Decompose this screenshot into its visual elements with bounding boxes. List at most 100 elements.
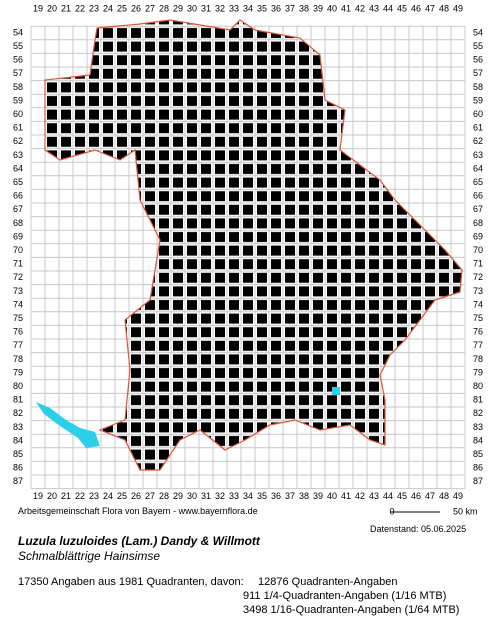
row-label: 65 (13, 177, 23, 187)
column-label: 41 (341, 491, 351, 501)
column-label: 23 (89, 3, 99, 13)
column-label: 19 (33, 3, 43, 13)
row-label: 65 (473, 177, 483, 187)
column-label: 24 (103, 3, 113, 13)
row-label: 83 (473, 422, 483, 432)
row-label: 68 (13, 218, 23, 228)
row-label: 61 (13, 123, 23, 133)
column-label: 26 (131, 491, 141, 501)
column-label: 23 (89, 491, 99, 501)
column-label: 48 (439, 3, 449, 13)
row-label: 80 (473, 381, 483, 391)
column-label: 49 (453, 3, 463, 13)
row-label: 74 (473, 299, 483, 309)
row-label: 56 (473, 55, 483, 65)
row-label: 87 (13, 476, 23, 486)
column-label: 25 (117, 491, 127, 501)
column-label: 21 (61, 491, 71, 501)
column-label: 44 (383, 491, 393, 501)
row-label: 79 (13, 367, 23, 377)
column-label: 34 (243, 3, 253, 13)
row-label: 80 (13, 381, 23, 391)
row-label: 55 (13, 41, 23, 51)
row-label: 67 (473, 204, 483, 214)
column-label: 34 (243, 491, 253, 501)
column-label: 37 (285, 491, 295, 501)
row-label: 86 (13, 463, 23, 473)
row-label: 60 (473, 109, 483, 119)
column-label: 20 (47, 3, 57, 13)
row-label: 64 (13, 163, 23, 173)
row-label: 68 (473, 218, 483, 228)
column-label: 31 (201, 3, 211, 13)
lake (36, 402, 100, 448)
row-label: 70 (13, 245, 23, 255)
row-label: 59 (473, 95, 483, 105)
row-label: 86 (473, 463, 483, 473)
column-label: 22 (75, 491, 85, 501)
row-label: 79 (473, 367, 483, 377)
column-label: 47 (425, 3, 435, 13)
species-common: Schmalblättrige Hainsimse (18, 549, 161, 563)
column-label: 22 (75, 3, 85, 13)
column-label: 42 (355, 491, 365, 501)
column-label: 27 (145, 491, 155, 501)
column-label: 28 (159, 491, 169, 501)
column-label: 32 (215, 491, 225, 501)
row-label: 82 (473, 408, 483, 418)
column-label: 36 (271, 3, 281, 13)
row-label: 85 (13, 449, 23, 459)
lake-marker (332, 387, 340, 395)
column-label: 19 (33, 491, 43, 501)
row-label: 75 (473, 313, 483, 323)
stats-summary: 17350 Angaben aus 1981 Quadranten, davon… (18, 576, 244, 588)
column-label: 41 (341, 3, 351, 13)
scale-end: 50 km (453, 506, 478, 516)
row-label: 54 (473, 27, 483, 37)
row-label: 55 (473, 41, 483, 51)
row-label: 77 (13, 340, 23, 350)
row-label: 73 (13, 286, 23, 296)
row-label: 63 (473, 150, 483, 160)
column-label: 37 (285, 3, 295, 13)
row-label: 81 (13, 395, 23, 405)
column-label: 33 (229, 491, 239, 501)
row-label: 76 (13, 327, 23, 337)
column-label: 46 (411, 3, 421, 13)
species-title: Luzula luzuloides (Lam.) Dandy & Willmot… (18, 534, 260, 548)
date: Datenstand: 05.06.2025 (370, 524, 467, 534)
stats-line: 911 1/4-Quadranten-Angaben (1/16 MTB) (243, 590, 447, 602)
row-label: 56 (13, 55, 23, 65)
border (44, 19, 463, 471)
row-label: 59 (13, 95, 23, 105)
row-label: 62 (473, 136, 483, 146)
row-label: 69 (473, 231, 483, 241)
row-label: 70 (473, 245, 483, 255)
row-label: 63 (13, 150, 23, 160)
row-label: 74 (13, 299, 23, 309)
column-label: 28 (159, 3, 169, 13)
column-label: 43 (369, 3, 379, 13)
row-label: 60 (13, 109, 23, 119)
column-label: 35 (257, 3, 267, 13)
row-label: 78 (13, 354, 23, 364)
row-label: 66 (473, 191, 483, 201)
column-label: 25 (117, 3, 127, 13)
row-label: 57 (13, 68, 23, 78)
row-label: 66 (13, 191, 23, 201)
credit: Arbeitsgemeinschaft Flora von Bayern - w… (18, 506, 258, 516)
column-label: 36 (271, 491, 281, 501)
row-label: 72 (473, 272, 483, 282)
column-label: 29 (173, 491, 183, 501)
column-label: 45 (397, 3, 407, 13)
row-label: 69 (13, 231, 23, 241)
column-label: 26 (131, 3, 141, 13)
column-label: 42 (355, 3, 365, 13)
row-label: 84 (13, 435, 23, 445)
column-label: 30 (187, 3, 197, 13)
row-label: 58 (13, 82, 23, 92)
column-label: 44 (383, 3, 393, 13)
column-label: 29 (173, 3, 183, 13)
stats-line: 12876 Quadranten-Angaben (258, 576, 398, 588)
